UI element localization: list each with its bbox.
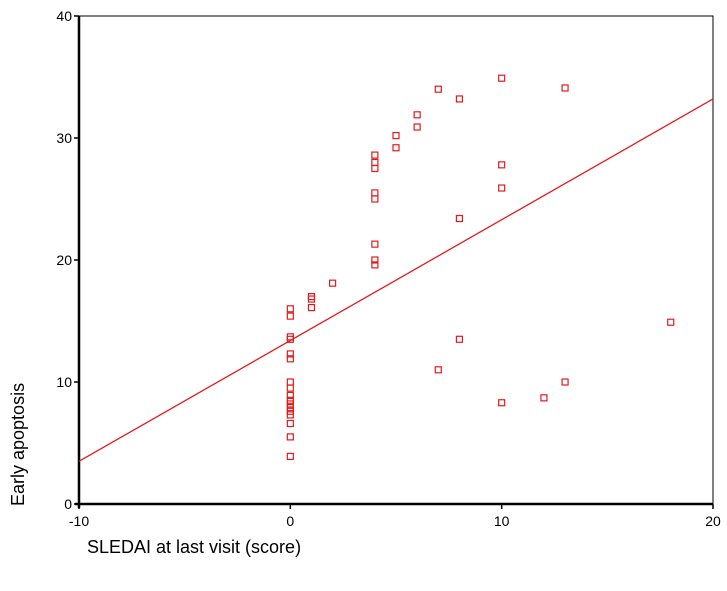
regression-line-group [78, 98, 714, 462]
data-point [371, 151, 379, 159]
data-point [329, 279, 337, 287]
data-point [286, 407, 294, 415]
data-point [498, 161, 506, 169]
data-point [286, 335, 294, 343]
data-point [307, 295, 316, 303]
data-point [455, 335, 463, 343]
data-point [286, 350, 294, 358]
data-point [307, 303, 316, 312]
data-point [286, 305, 294, 313]
y-tick-label: 30 [56, 130, 72, 146]
x-axis-title: SLEDAI at last visit (score) [87, 537, 301, 557]
data-point [371, 256, 379, 264]
data-point [667, 318, 675, 326]
data-point [371, 195, 379, 203]
data-point [455, 214, 463, 223]
data-point [392, 131, 400, 140]
x-tick-label: 10 [494, 513, 510, 529]
y-tick-label: 0 [64, 496, 72, 512]
data-point [413, 123, 421, 131]
data-point [286, 433, 294, 441]
data-point [286, 404, 294, 412]
data-point [286, 411, 294, 419]
data-point [561, 84, 569, 92]
data-point [540, 394, 548, 402]
data-points [286, 74, 675, 461]
data-point [498, 399, 506, 407]
data-point [413, 111, 421, 119]
data-point [286, 391, 294, 400]
y-tick-label: 40 [56, 8, 72, 24]
axes [74, 15, 714, 509]
data-point [561, 378, 569, 386]
y-axis-title: Early apoptosis [8, 383, 28, 506]
data-point [434, 85, 442, 93]
data-point [371, 261, 379, 269]
x-tick-label: 0 [286, 513, 294, 529]
x-tick-label: 20 [705, 513, 721, 529]
y-tick-label: 20 [56, 252, 72, 268]
data-point [371, 189, 379, 197]
data-point [286, 396, 294, 404]
data-point [392, 144, 400, 152]
data-point [286, 355, 294, 363]
data-point [434, 366, 442, 374]
data-point [286, 419, 294, 428]
y-tick-label: 10 [56, 374, 72, 390]
data-point [371, 240, 379, 248]
data-point [286, 452, 294, 461]
data-point [498, 74, 506, 82]
data-point [286, 378, 294, 386]
data-point [498, 184, 506, 192]
data-point [286, 400, 294, 408]
data-point [371, 158, 379, 166]
x-tick-label: -10 [69, 513, 89, 529]
data-point [286, 312, 294, 320]
regression-line [78, 98, 714, 462]
data-point [371, 164, 379, 173]
plot-frame [78, 15, 714, 505]
data-point [286, 384, 294, 392]
data-point [455, 95, 463, 103]
